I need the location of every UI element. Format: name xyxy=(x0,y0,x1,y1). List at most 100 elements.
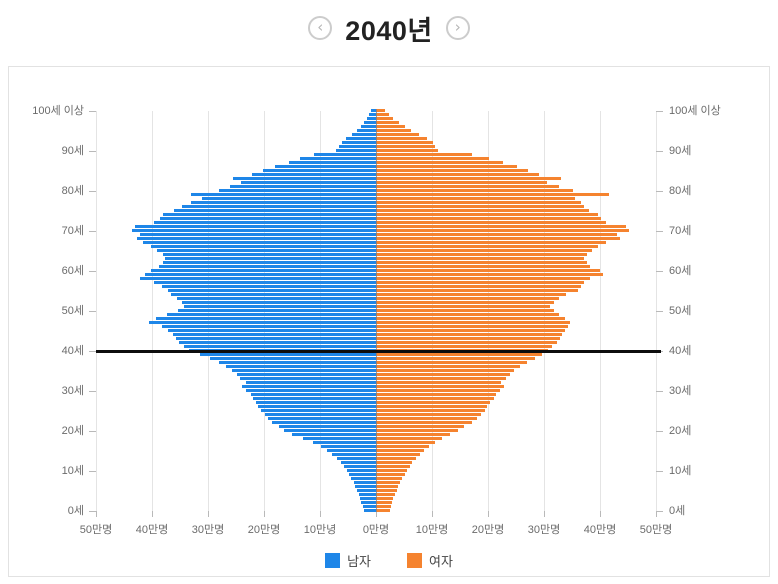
male-bar xyxy=(303,437,376,440)
female-bar xyxy=(376,381,502,384)
prev-year-button[interactable]: ‹ xyxy=(308,16,333,40)
male-bar xyxy=(199,353,376,356)
female-bar xyxy=(376,133,419,136)
female-bar xyxy=(376,117,394,120)
male-bar xyxy=(184,305,376,308)
female-bar xyxy=(376,437,443,440)
female-bar xyxy=(376,457,416,460)
male-bar xyxy=(253,397,376,400)
y-axis-tick-right xyxy=(656,311,663,312)
male-bar xyxy=(154,221,376,224)
next-year-button[interactable]: › xyxy=(445,16,470,40)
female-bar xyxy=(376,385,505,388)
male-bar xyxy=(363,509,376,512)
y-axis-label-right: 80세 xyxy=(669,185,692,197)
y-axis-tick-left xyxy=(89,431,96,432)
female-bar xyxy=(376,325,569,328)
female-bar xyxy=(376,429,458,432)
female-bar xyxy=(376,285,581,288)
female-bar xyxy=(376,233,618,236)
female-bar xyxy=(376,477,403,480)
y-axis-tick-right xyxy=(656,231,663,232)
y-axis-label-left: 70세 xyxy=(61,225,84,237)
male-bar xyxy=(360,125,376,128)
female-bar xyxy=(376,305,551,308)
male-bar xyxy=(134,225,376,228)
x-axis-label: 50만명 xyxy=(79,524,113,536)
male-bar xyxy=(313,441,376,444)
female-bar xyxy=(376,497,394,500)
center-axis-line xyxy=(375,109,377,512)
female-bar xyxy=(376,225,626,228)
male-bar xyxy=(321,445,376,448)
male-bar xyxy=(162,261,376,264)
male-bar xyxy=(241,181,376,184)
male-bar xyxy=(181,301,376,304)
female-bar xyxy=(376,417,477,420)
legend-item: 여자 xyxy=(407,551,453,570)
male-bar xyxy=(145,273,376,276)
female-bar xyxy=(376,357,536,360)
female-bar xyxy=(376,165,517,168)
female-bar xyxy=(376,301,554,304)
male-bar xyxy=(183,345,376,348)
male-bar xyxy=(267,417,376,420)
male-bar xyxy=(341,141,376,144)
male-bar xyxy=(151,269,376,272)
y-axis-tick-right xyxy=(656,391,663,392)
male-bar xyxy=(161,325,376,328)
female-bar xyxy=(376,345,553,348)
plot-area: 50만명 40만명 30만명 20만명 10만녕 0만명 10만명 20만명 30만명 40만명 5… xyxy=(32,105,721,536)
male-bar xyxy=(232,177,376,180)
y-axis-label-right: 70세 xyxy=(669,225,692,237)
female-bar xyxy=(376,217,601,220)
female-bar xyxy=(376,289,579,292)
male-bar xyxy=(362,505,376,508)
female-bar xyxy=(376,321,570,324)
female-bar xyxy=(376,397,494,400)
male-bar xyxy=(162,253,376,256)
y-axis-label-left: 60세 xyxy=(61,265,84,277)
chevron-left-icon: ‹ xyxy=(317,18,324,36)
female-bar xyxy=(376,253,587,256)
x-axis-label: 30만명 xyxy=(191,524,225,536)
female-bar xyxy=(376,229,629,232)
male-bar xyxy=(218,189,376,192)
x-axis-tick xyxy=(656,511,657,517)
y-axis-label-right: 50세 xyxy=(669,305,692,317)
male-bar xyxy=(176,297,376,300)
female-bar xyxy=(376,277,590,280)
male-bar xyxy=(349,473,376,476)
male-bar xyxy=(351,133,376,136)
x-axis-label: 30만명 xyxy=(527,524,561,536)
male-bar xyxy=(159,217,376,220)
x-axis-tick xyxy=(544,511,545,517)
female-bar xyxy=(376,361,528,364)
highlight-age-line xyxy=(96,350,661,353)
female-bar xyxy=(376,409,485,412)
female-bar xyxy=(376,129,412,132)
female-bar xyxy=(376,317,565,320)
female-bar xyxy=(376,341,557,344)
male-bar xyxy=(313,153,376,156)
male-bar xyxy=(178,341,376,344)
male-bar xyxy=(369,113,376,116)
x-axis-tick xyxy=(600,511,601,517)
x-axis-tick xyxy=(264,511,265,517)
x-axis-tick xyxy=(488,511,489,517)
female-bar xyxy=(376,265,590,268)
title-bar: ‹ 2040년 › xyxy=(0,0,778,56)
female-bar xyxy=(376,109,385,112)
male-bar xyxy=(272,421,376,424)
y-axis-tick-right xyxy=(656,431,663,432)
male-bar xyxy=(156,317,376,320)
female-bar xyxy=(376,493,396,496)
x-axis-tick xyxy=(152,511,153,517)
male-bar xyxy=(351,477,376,480)
y-axis-tick-right xyxy=(656,471,663,472)
male-bar xyxy=(274,165,376,168)
y-axis-tick-left xyxy=(89,471,96,472)
female-bar xyxy=(376,161,503,164)
female-bar xyxy=(376,137,427,140)
female-bar xyxy=(376,185,559,188)
